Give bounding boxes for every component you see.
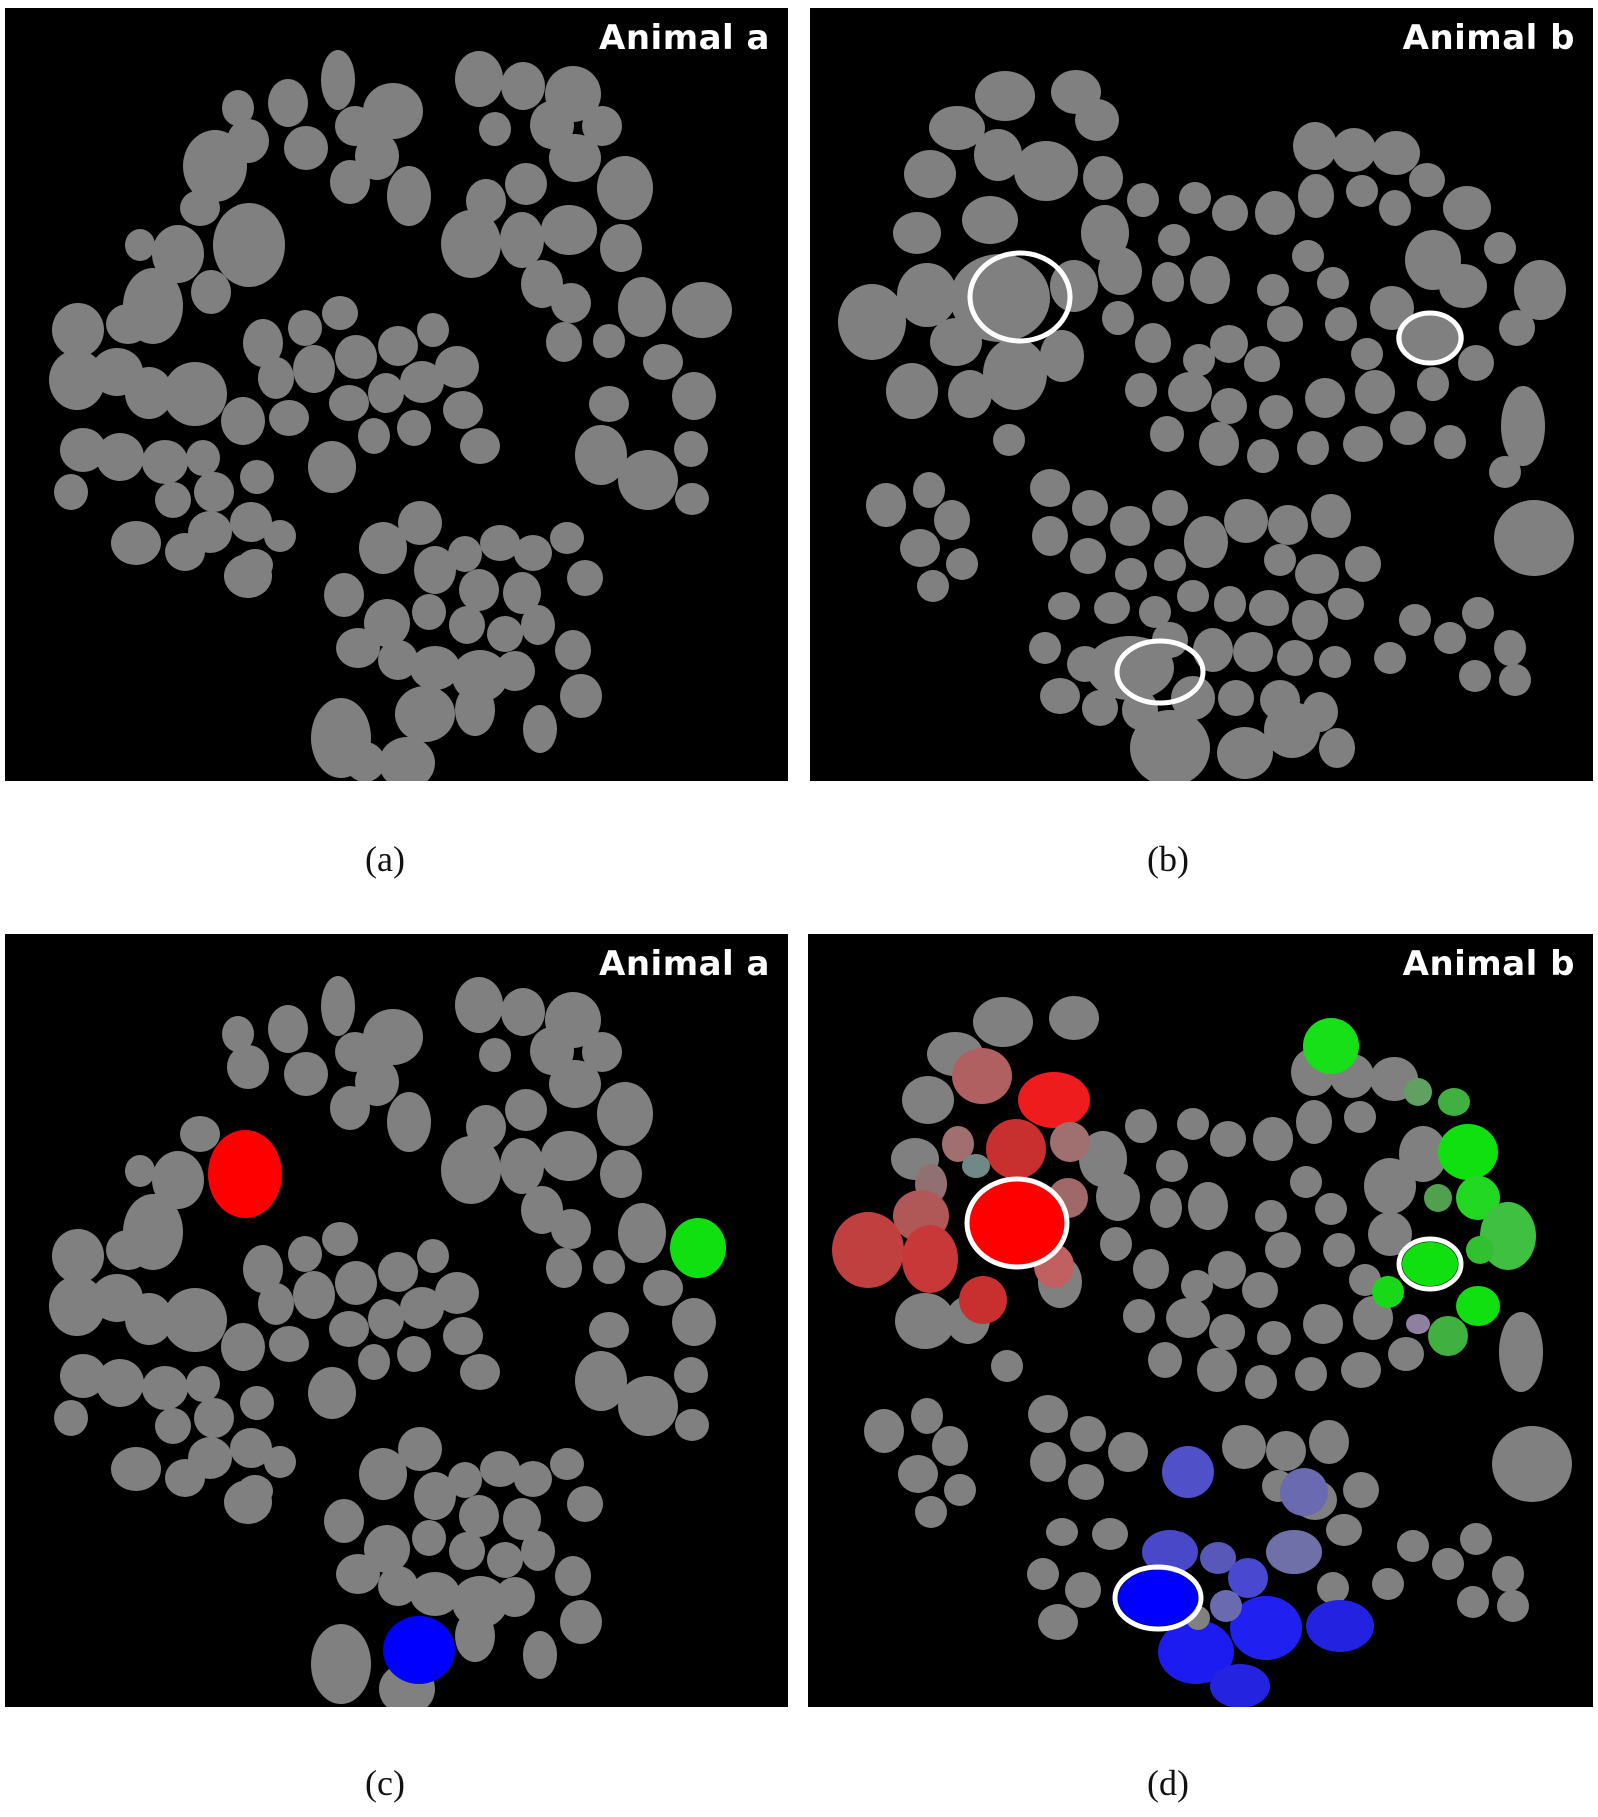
cell-blue xyxy=(383,1616,455,1684)
panel-title: Animal a xyxy=(599,944,770,984)
caption-a: (a) xyxy=(365,839,405,879)
cells-green-cluster xyxy=(1303,1018,1536,1356)
cells-grey xyxy=(49,976,716,1707)
cells-red-cluster xyxy=(832,1048,1090,1324)
cell-red xyxy=(208,1130,282,1218)
caption-c: (c) xyxy=(365,1763,405,1803)
cell-blue-center xyxy=(1118,1570,1198,1626)
panel-d: Animal b xyxy=(808,934,1593,1707)
ring-green-center xyxy=(1396,1236,1464,1292)
cell-map-c xyxy=(49,976,726,1707)
ring-green-center xyxy=(1396,310,1464,366)
cell-map-d xyxy=(832,996,1572,1707)
caption-d: (d) xyxy=(1147,1763,1189,1803)
panel-title: Animal a xyxy=(599,18,770,58)
ring-blue-center xyxy=(1114,638,1206,706)
panel-title: Animal b xyxy=(1402,944,1575,984)
cell-map-a xyxy=(49,50,732,781)
panel-title: Animal b xyxy=(1402,18,1575,58)
highlight-rings xyxy=(964,1176,1464,1632)
ring-red-center xyxy=(964,1176,1070,1270)
panel-b: Animal b xyxy=(810,8,1593,781)
panel-c: Animal a xyxy=(5,934,788,1707)
cell-green xyxy=(670,1218,726,1278)
cells-grey xyxy=(838,70,1574,781)
highlight-rings xyxy=(967,250,1464,706)
panel-a: Animal a xyxy=(5,8,788,781)
cells-grey xyxy=(864,996,1572,1640)
cells-blue-cluster xyxy=(1142,1446,1374,1707)
cell-red-center xyxy=(969,1181,1065,1265)
caption-b: (b) xyxy=(1147,839,1189,879)
cell-green-center xyxy=(1402,1242,1458,1286)
cells-grey xyxy=(49,50,732,781)
ring-red-center xyxy=(967,250,1073,344)
ring-blue-center xyxy=(1112,1564,1204,1632)
cell-map-b xyxy=(838,70,1574,781)
